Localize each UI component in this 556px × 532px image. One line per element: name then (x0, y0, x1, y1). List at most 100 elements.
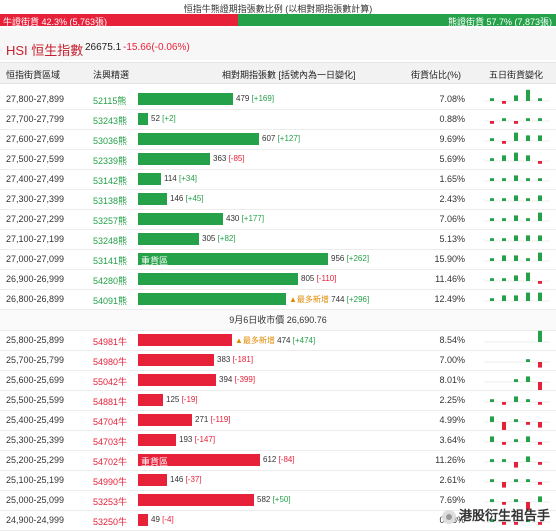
row-range: 26,900-26,999 (6, 274, 65, 284)
warrant-code-link[interactable]: 53036熊 (93, 136, 128, 146)
mini-bar (490, 121, 494, 124)
outstanding-pct: 7.69% (439, 495, 465, 505)
mini-bar (538, 442, 542, 445)
warrant-code-link[interactable]: 54280熊 (93, 276, 128, 286)
warrant-code-link[interactable]: 53248熊 (93, 236, 128, 246)
mini-bar (514, 522, 518, 525)
daily-change: [-119] (210, 415, 231, 424)
five-day-mini-chart (484, 376, 550, 390)
relative-count: 114 (164, 174, 179, 183)
warrant-code-link[interactable]: 53138熊 (93, 196, 128, 206)
table-row[interactable]: 25,800-25,899 54981牛 ▲最多新增 474 [+474] 8.54% (0, 330, 556, 351)
mini-bar (538, 98, 542, 101)
warrant-code-link[interactable]: 54980牛 (93, 357, 128, 367)
mini-bar (514, 255, 518, 261)
mini-bar (526, 359, 530, 362)
warrant-code-link[interactable]: 53141熊 (93, 256, 128, 266)
relative-count: 305 (202, 234, 218, 243)
table-row[interactable]: 25,500-25,599 54881牛 125 [-19] 2.25% (0, 390, 556, 411)
table-row[interactable]: 27,100-27,199 53248熊 305 [+82] 5.13% (0, 229, 556, 250)
mini-bar (502, 155, 506, 161)
five-day-mini-chart (484, 292, 550, 302)
warrant-code-link[interactable]: 54881牛 (93, 397, 128, 407)
relative-count: 146 (170, 194, 186, 203)
outstanding-pct: 3.64% (439, 435, 465, 445)
warrant-code-link[interactable]: 52115熊 (93, 96, 127, 106)
warrant-code-link[interactable]: 54704牛 (93, 417, 128, 427)
mini-bar (502, 198, 506, 201)
table-row[interactable]: 26,900-26,999 54280熊 805 [-110] 11.46% (0, 269, 556, 290)
warrant-code-link[interactable]: 54091熊 (93, 296, 128, 306)
relative-value: 52 [+2] (151, 114, 176, 123)
table-row[interactable]: 25,300-25,399 54703牛 193 [-147] 3.64% (0, 430, 556, 451)
warrant-code-link[interactable]: 53142熊 (93, 176, 128, 186)
warrant-code-link[interactable]: 54990牛 (93, 477, 128, 487)
relative-count: 52 (151, 114, 163, 123)
table-row[interactable]: 27,000-27,099 53141熊 重貨區 956 [+262] 15.90% (0, 249, 556, 270)
row-range: 27,400-27,499 (6, 174, 65, 184)
row-range: 27,000-27,099 (6, 254, 65, 264)
bear-ratio-label: 熊證街貨 57.7% (7,873張) (447, 17, 552, 27)
relative-count: 479 (236, 94, 252, 103)
table-row[interactable]: 25,000-25,099 53253牛 582 [+50] 7.69% (0, 490, 556, 511)
table-row[interactable]: 25,700-25,799 54980牛 383 [-181] 7.00% (0, 350, 556, 371)
mini-bar (526, 198, 530, 201)
table-row[interactable]: 27,800-27,899 52115熊 479 [+169] 7.08% (0, 89, 556, 110)
table-row[interactable]: 27,400-27,499 53142熊 114 [+34] 1.65% (0, 169, 556, 190)
mini-bar (526, 376, 530, 382)
warrant-code-link[interactable]: 54981牛 (93, 337, 128, 347)
mini-bar (538, 178, 542, 181)
table-row[interactable]: 25,400-25,499 54704牛 271 [-119] 4.99% (0, 410, 556, 431)
index-price: 26675.1 (85, 42, 122, 53)
relative-count: 383 (217, 355, 233, 364)
mini-bar (514, 396, 518, 402)
warrant-code-link[interactable]: 55042牛 (93, 377, 128, 387)
warrant-code-link[interactable]: 53257熊 (93, 216, 128, 226)
mini-bar (490, 218, 494, 221)
col-pct: 街貨佔比(%) (411, 70, 461, 80)
table-row[interactable]: 27,500-27,599 52339熊 363 [-85] 5.69% (0, 149, 556, 170)
mini-bar (538, 382, 542, 390)
table-row[interactable]: 27,700-27,799 53243熊 52 [+2] 0.88% (0, 109, 556, 130)
warrant-code-link[interactable]: 53253牛 (93, 497, 128, 507)
mini-bar (490, 138, 494, 141)
mini-bar (502, 178, 506, 181)
warrant-code-link[interactable]: 53243熊 (93, 116, 128, 126)
table-row[interactable]: 25,100-25,199 54990牛 146 [-37] 2.61% (0, 470, 556, 491)
five-day-mini-chart (484, 175, 550, 182)
table-row[interactable]: 25,600-25,699 55042牛 394 [-399] 8.01% (0, 370, 556, 391)
mini-bar (526, 519, 530, 522)
mini-bar (502, 402, 506, 405)
mini-bar (526, 399, 530, 402)
warrant-code-link[interactable]: 53250牛 (93, 517, 128, 527)
outstanding-pct: 7.00% (439, 355, 465, 365)
relative-bar (138, 474, 167, 486)
table-row[interactable]: 27,200-27,299 53257熊 430 [+177] 7.06% (0, 209, 556, 230)
relative-count: 612 (263, 455, 279, 464)
warrant-code-link[interactable]: 54702牛 (93, 457, 128, 467)
mini-bar (502, 141, 506, 144)
mini-bar (514, 419, 518, 422)
relative-bar (138, 394, 163, 406)
relative-value: 193 [-147] (179, 435, 215, 444)
bear-ratio-bar (238, 14, 556, 26)
relative-value: 363 [-85] (213, 154, 245, 163)
relative-bar (138, 133, 259, 145)
mini-bar (514, 195, 518, 201)
relative-bar (138, 293, 286, 305)
daily-change: [-84] (278, 455, 295, 464)
table-row[interactable]: 27,600-27,699 53036熊 607 [+127] 9.69% (0, 129, 556, 150)
table-row[interactable]: 25,200-25,299 54702牛 重貨區 612 [-84] 11.26% (0, 450, 556, 471)
warrant-code-link[interactable]: 54703牛 (93, 437, 128, 447)
outstanding-pct: 11.26% (435, 455, 465, 465)
table-row[interactable]: 26,800-26,899 54091熊 ▲最多新增 744 [+296] 12.49… (0, 289, 556, 310)
row-range: 27,700-27,799 (6, 114, 65, 124)
daily-change: [+45] (185, 194, 204, 203)
table-row[interactable]: 27,300-27,399 53138熊 146 [+45] 2.43% (0, 189, 556, 210)
col-five-day: 五日街貨變化 (489, 70, 544, 80)
mini-bar (514, 499, 518, 502)
relative-count: 430 (226, 214, 242, 223)
relative-bar (138, 354, 214, 366)
warrant-code-link[interactable]: 52339熊 (93, 156, 128, 166)
mini-bar (526, 89, 530, 101)
